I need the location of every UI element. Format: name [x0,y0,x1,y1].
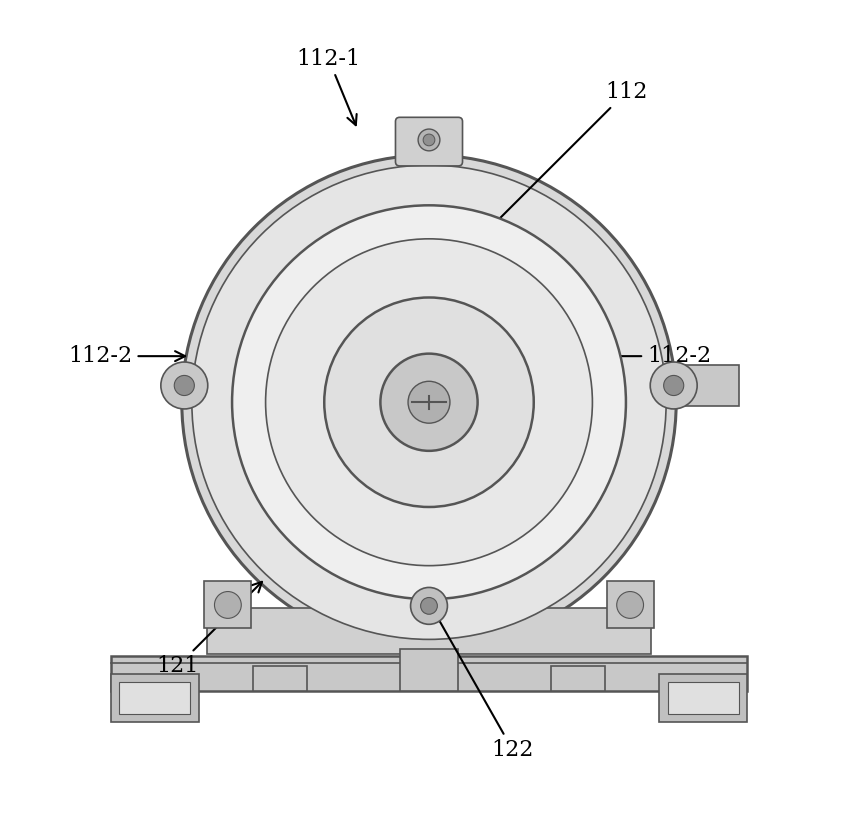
Bar [111,674,198,722]
Circle shape [420,597,438,614]
Circle shape [192,165,666,639]
Text: 122: 122 [427,599,534,761]
Circle shape [408,381,450,423]
Circle shape [182,155,676,649]
Circle shape [266,239,592,566]
Text: 112-2: 112-2 [69,345,185,367]
Text: 112: 112 [487,81,647,231]
Circle shape [617,592,644,618]
Circle shape [232,205,626,599]
Circle shape [423,134,435,146]
Bar [668,682,739,714]
Bar [111,656,747,691]
Circle shape [650,362,698,409]
Circle shape [411,587,447,624]
Circle shape [380,354,478,451]
Bar [676,365,739,406]
FancyBboxPatch shape [396,117,462,166]
Bar [204,582,251,628]
Circle shape [324,297,534,507]
Circle shape [174,375,195,396]
Text: 121: 121 [156,582,262,677]
Bar [207,608,651,654]
Bar [400,649,458,691]
Bar [119,682,190,714]
Circle shape [418,129,440,151]
Text: 112-1: 112-1 [296,48,360,125]
Bar [660,674,747,722]
Bar [253,666,307,691]
Bar [551,666,605,691]
Circle shape [214,592,241,618]
Text: 112-2: 112-2 [595,345,711,367]
Circle shape [160,362,208,409]
Bar [607,582,654,628]
Circle shape [663,375,684,396]
